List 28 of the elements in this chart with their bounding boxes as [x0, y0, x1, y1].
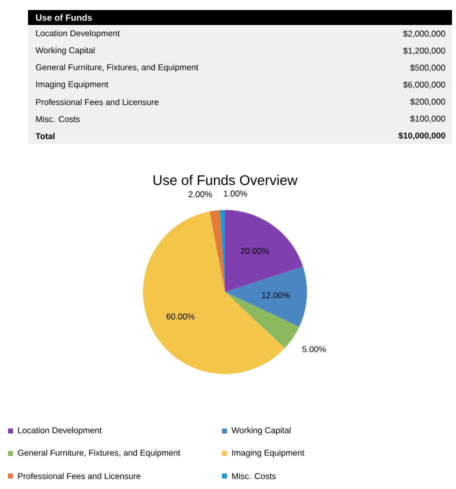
text: $1,200,000 — [403, 47, 446, 55]
data-label: 5.00% — [302, 346, 326, 352]
legend-label: Location Development — [18, 427, 102, 435]
legend-label: Professional Fees and Licensure — [18, 472, 140, 480]
legend-label: Working Capital — [232, 427, 291, 435]
text: $200,000 — [410, 98, 446, 106]
data-label: 12.00% — [262, 292, 290, 298]
chart-title: Use of Funds Overview — [154, 174, 298, 186]
text: Total — [36, 132, 55, 140]
legend-label: Imaging Equipment — [232, 450, 304, 458]
text: Use of Funds — [36, 14, 92, 21]
text: $10,000,000 — [398, 132, 446, 140]
text: Imaging Equipment — [36, 81, 108, 89]
text: $100,000 — [410, 115, 446, 123]
data-label: 20.00% — [240, 248, 269, 254]
legend-label: General Furniture, Fixtures, and Equipment — [18, 450, 180, 458]
legend-label: Misc. Costs — [232, 472, 276, 480]
text: Working Capital — [36, 47, 95, 55]
data-label: 1.00% — [224, 190, 248, 197]
data-label: 2.00% — [188, 191, 212, 198]
text: $500,000 — [410, 64, 446, 72]
text: General Furniture, Fixtures, and Equipment — [36, 64, 198, 72]
data-label: 60.00% — [166, 313, 195, 320]
text: Location Development — [36, 30, 120, 38]
text: Professional Fees and Licensure — [36, 98, 158, 106]
text: $6,000,000 — [403, 81, 446, 89]
text: $2,000,000 — [403, 30, 446, 38]
text: Misc. Costs — [36, 116, 80, 122]
